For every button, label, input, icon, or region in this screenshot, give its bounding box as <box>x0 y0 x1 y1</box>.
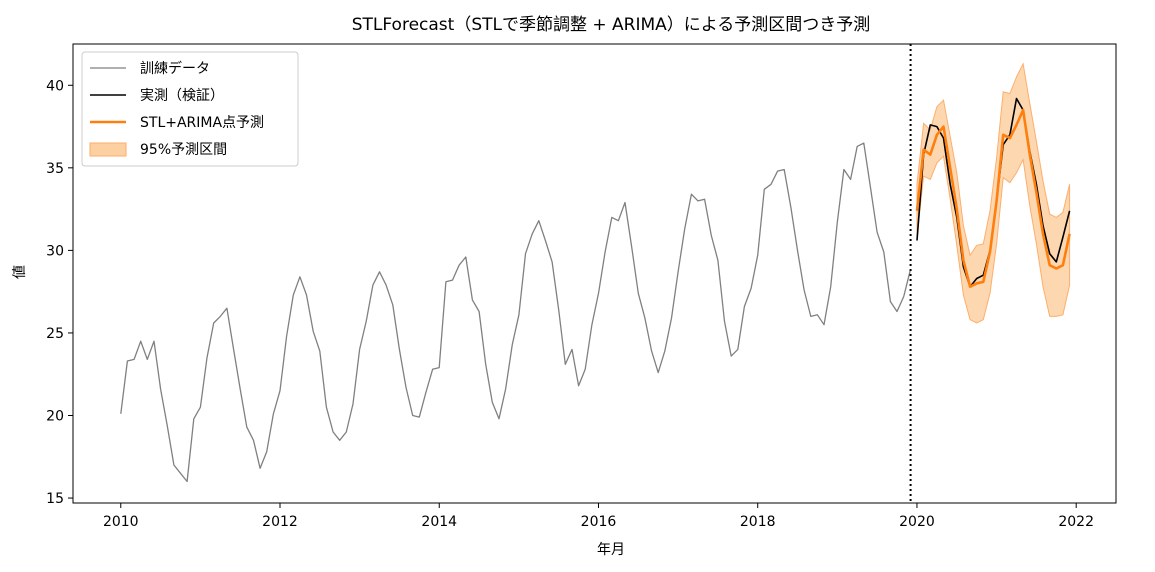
x-tick-label: 2014 <box>421 514 457 530</box>
y-tick-label: 30 <box>46 243 64 259</box>
forecast-series-line <box>915 108 1071 289</box>
legend-band-swatch <box>89 142 127 157</box>
y-axis-label: 値 <box>12 265 28 279</box>
y-tick-label: 40 <box>46 78 64 94</box>
x-tick-label: 2018 <box>740 514 776 530</box>
y-tick-label: 35 <box>46 161 64 177</box>
plot-frame <box>72 43 1117 504</box>
x-tick-label: 2010 <box>103 514 139 530</box>
x-axis-label: 年月 <box>597 542 625 558</box>
x-axis: 2010 2012 2014 2016 2018 2020 2022 <box>103 503 1094 530</box>
legend-label: 実測（検証） <box>140 88 224 104</box>
plot-area <box>120 44 1071 503</box>
y-axis: 15 20 25 30 35 40 <box>46 78 73 507</box>
y-tick-label: 20 <box>46 408 64 424</box>
prediction-interval-band <box>916 62 1071 324</box>
legend-box <box>81 51 299 167</box>
x-tick-label: 2022 <box>1058 514 1094 530</box>
chart-title: STLForecast（STLで季節調整 + ARIMA）による予測区間つき予測 <box>352 15 871 35</box>
x-tick-label: 2016 <box>581 514 617 530</box>
legend-label: 訓練データ <box>140 60 210 77</box>
training-series-line <box>120 142 911 483</box>
legend-label: STL+ARIMA点予測 <box>140 115 264 131</box>
legend-label: 95%予測区間 <box>140 142 227 158</box>
x-tick-label: 2020 <box>899 514 935 530</box>
y-tick-label: 25 <box>46 326 64 342</box>
x-tick-label: 2012 <box>262 514 298 530</box>
y-tick-label: 15 <box>46 491 64 507</box>
